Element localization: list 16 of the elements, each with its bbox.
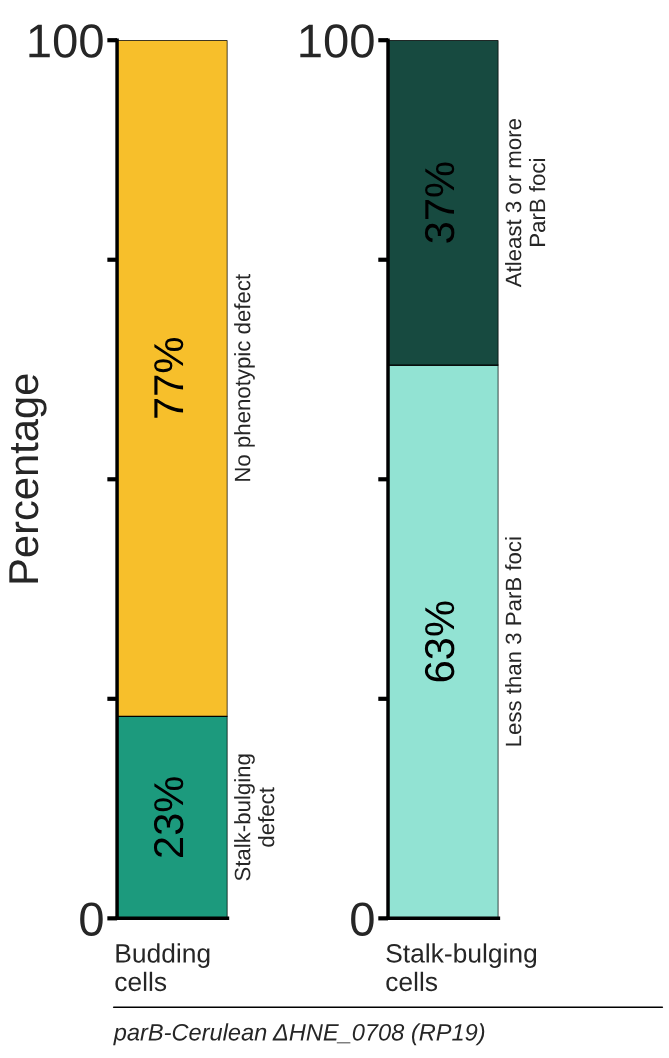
text: Atleast 3 or more ParB foci xyxy=(505,119,546,288)
text: parB-Cerulean ΔHNE_0708 (RP19) xyxy=(113,1023,485,1046)
data-label: 63% xyxy=(424,601,455,682)
data-label: 23% xyxy=(153,777,184,857)
text: Stalk-bulging defect xyxy=(234,754,275,881)
data-label: 37% xyxy=(424,162,455,243)
y-tick-label: 100 xyxy=(300,24,374,58)
y-axis-title: Percentage xyxy=(9,374,47,583)
data-label: 77% xyxy=(154,338,184,418)
text: Less than 3 ParB foci xyxy=(505,537,522,746)
y-tick-label: 0 xyxy=(351,902,374,936)
text: No phenotypic defect xyxy=(234,274,255,481)
y-tick-label: 0 xyxy=(80,902,103,936)
y-tick-label: 100 xyxy=(29,24,103,58)
x-tick-label: Stalk-bulging cells xyxy=(386,943,537,992)
x-tick-label: Budding cells xyxy=(115,943,210,992)
